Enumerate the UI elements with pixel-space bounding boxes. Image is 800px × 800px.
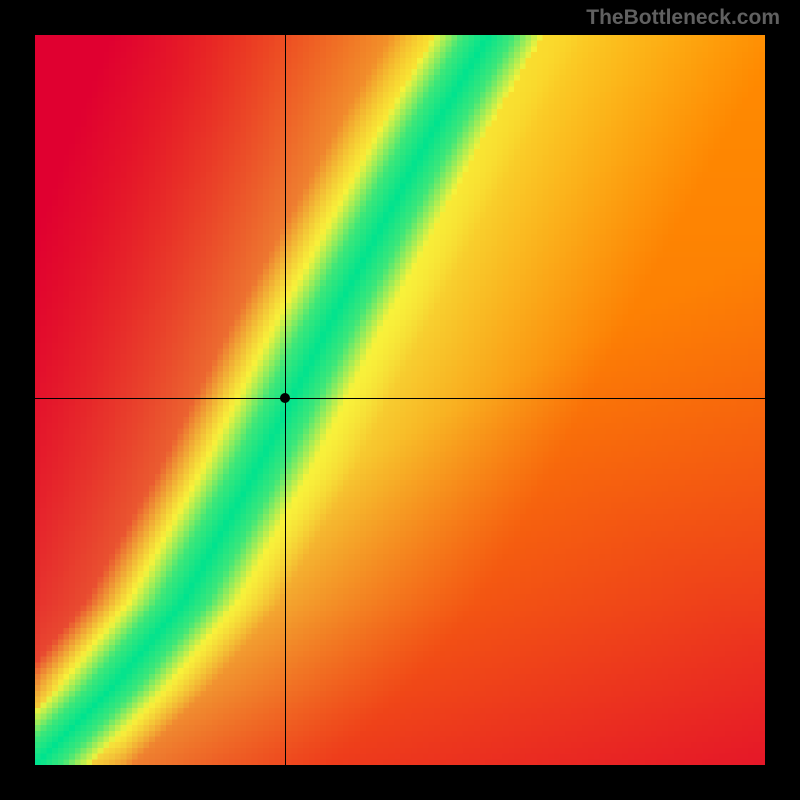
watermark-text: TheBottleneck.com <box>586 6 780 30</box>
heatmap-canvas <box>35 35 765 765</box>
heatmap-plot <box>35 35 765 765</box>
